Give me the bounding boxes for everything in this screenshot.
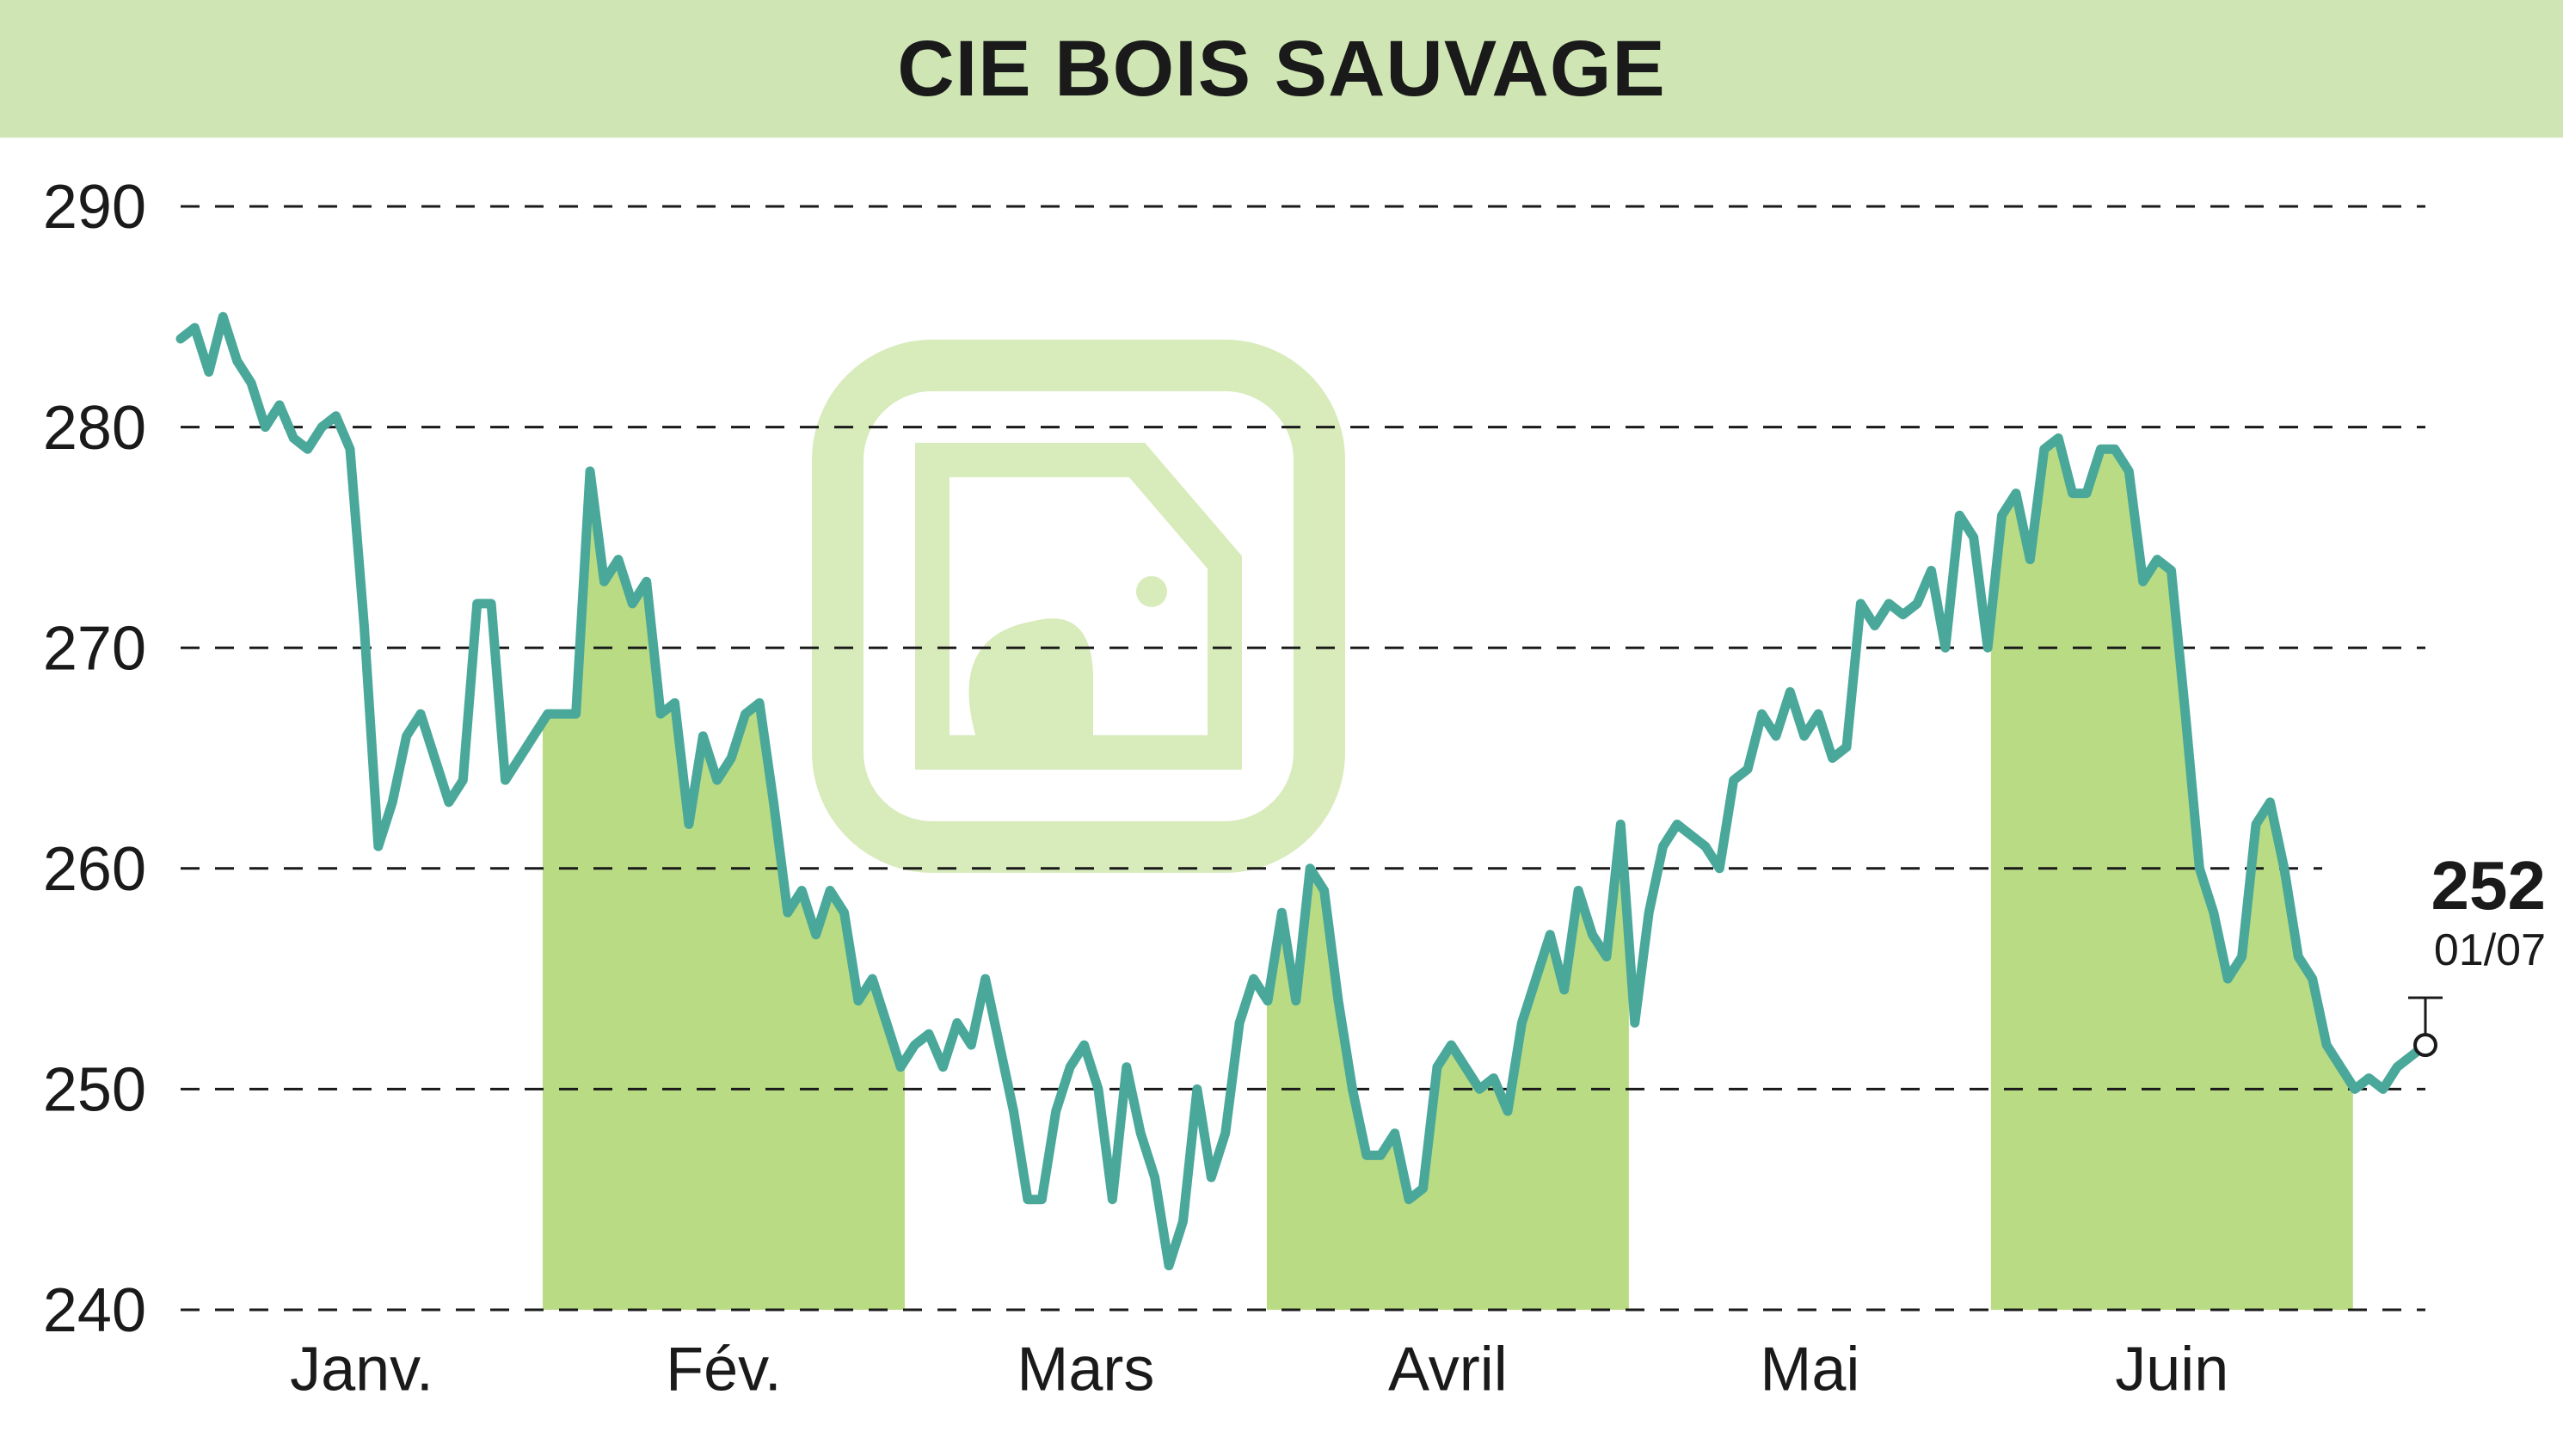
endpoint-marker xyxy=(2415,1035,2436,1055)
x-tick-label: Mai xyxy=(1760,1336,1859,1404)
y-tick-label: 290 xyxy=(43,173,146,242)
y-tick-label: 280 xyxy=(43,394,146,463)
watermark-logo xyxy=(838,366,1319,847)
stock-line-chart: 240250260270280290Janv.Fév.MarsAvrilMaiJ… xyxy=(0,138,2563,1456)
x-tick-label: Mars xyxy=(1017,1336,1154,1404)
endpoint-value: 252 xyxy=(2431,847,2546,924)
y-tick-label: 260 xyxy=(43,835,146,904)
y-tick-label: 250 xyxy=(43,1056,146,1125)
x-tick-label: Fév. xyxy=(666,1336,782,1404)
y-tick-label: 240 xyxy=(43,1276,146,1345)
y-tick-label: 270 xyxy=(43,614,146,683)
x-tick-label: Janv. xyxy=(290,1336,433,1404)
chart-container: 240250260270280290Janv.Fév.MarsAvrilMaiJ… xyxy=(0,138,2563,1456)
x-labels: Janv. Fév. Mars Avril Mai Juin xyxy=(290,1336,2228,1404)
x-tick-label: Avril xyxy=(1388,1336,1508,1404)
endpoint-date: 01/07 xyxy=(2434,925,2546,975)
title-bar: CIE BOIS SAUVAGE xyxy=(0,0,2563,138)
x-tick-label: Juin xyxy=(2115,1336,2228,1404)
chart-title: CIE BOIS SAUVAGE xyxy=(897,24,1666,114)
